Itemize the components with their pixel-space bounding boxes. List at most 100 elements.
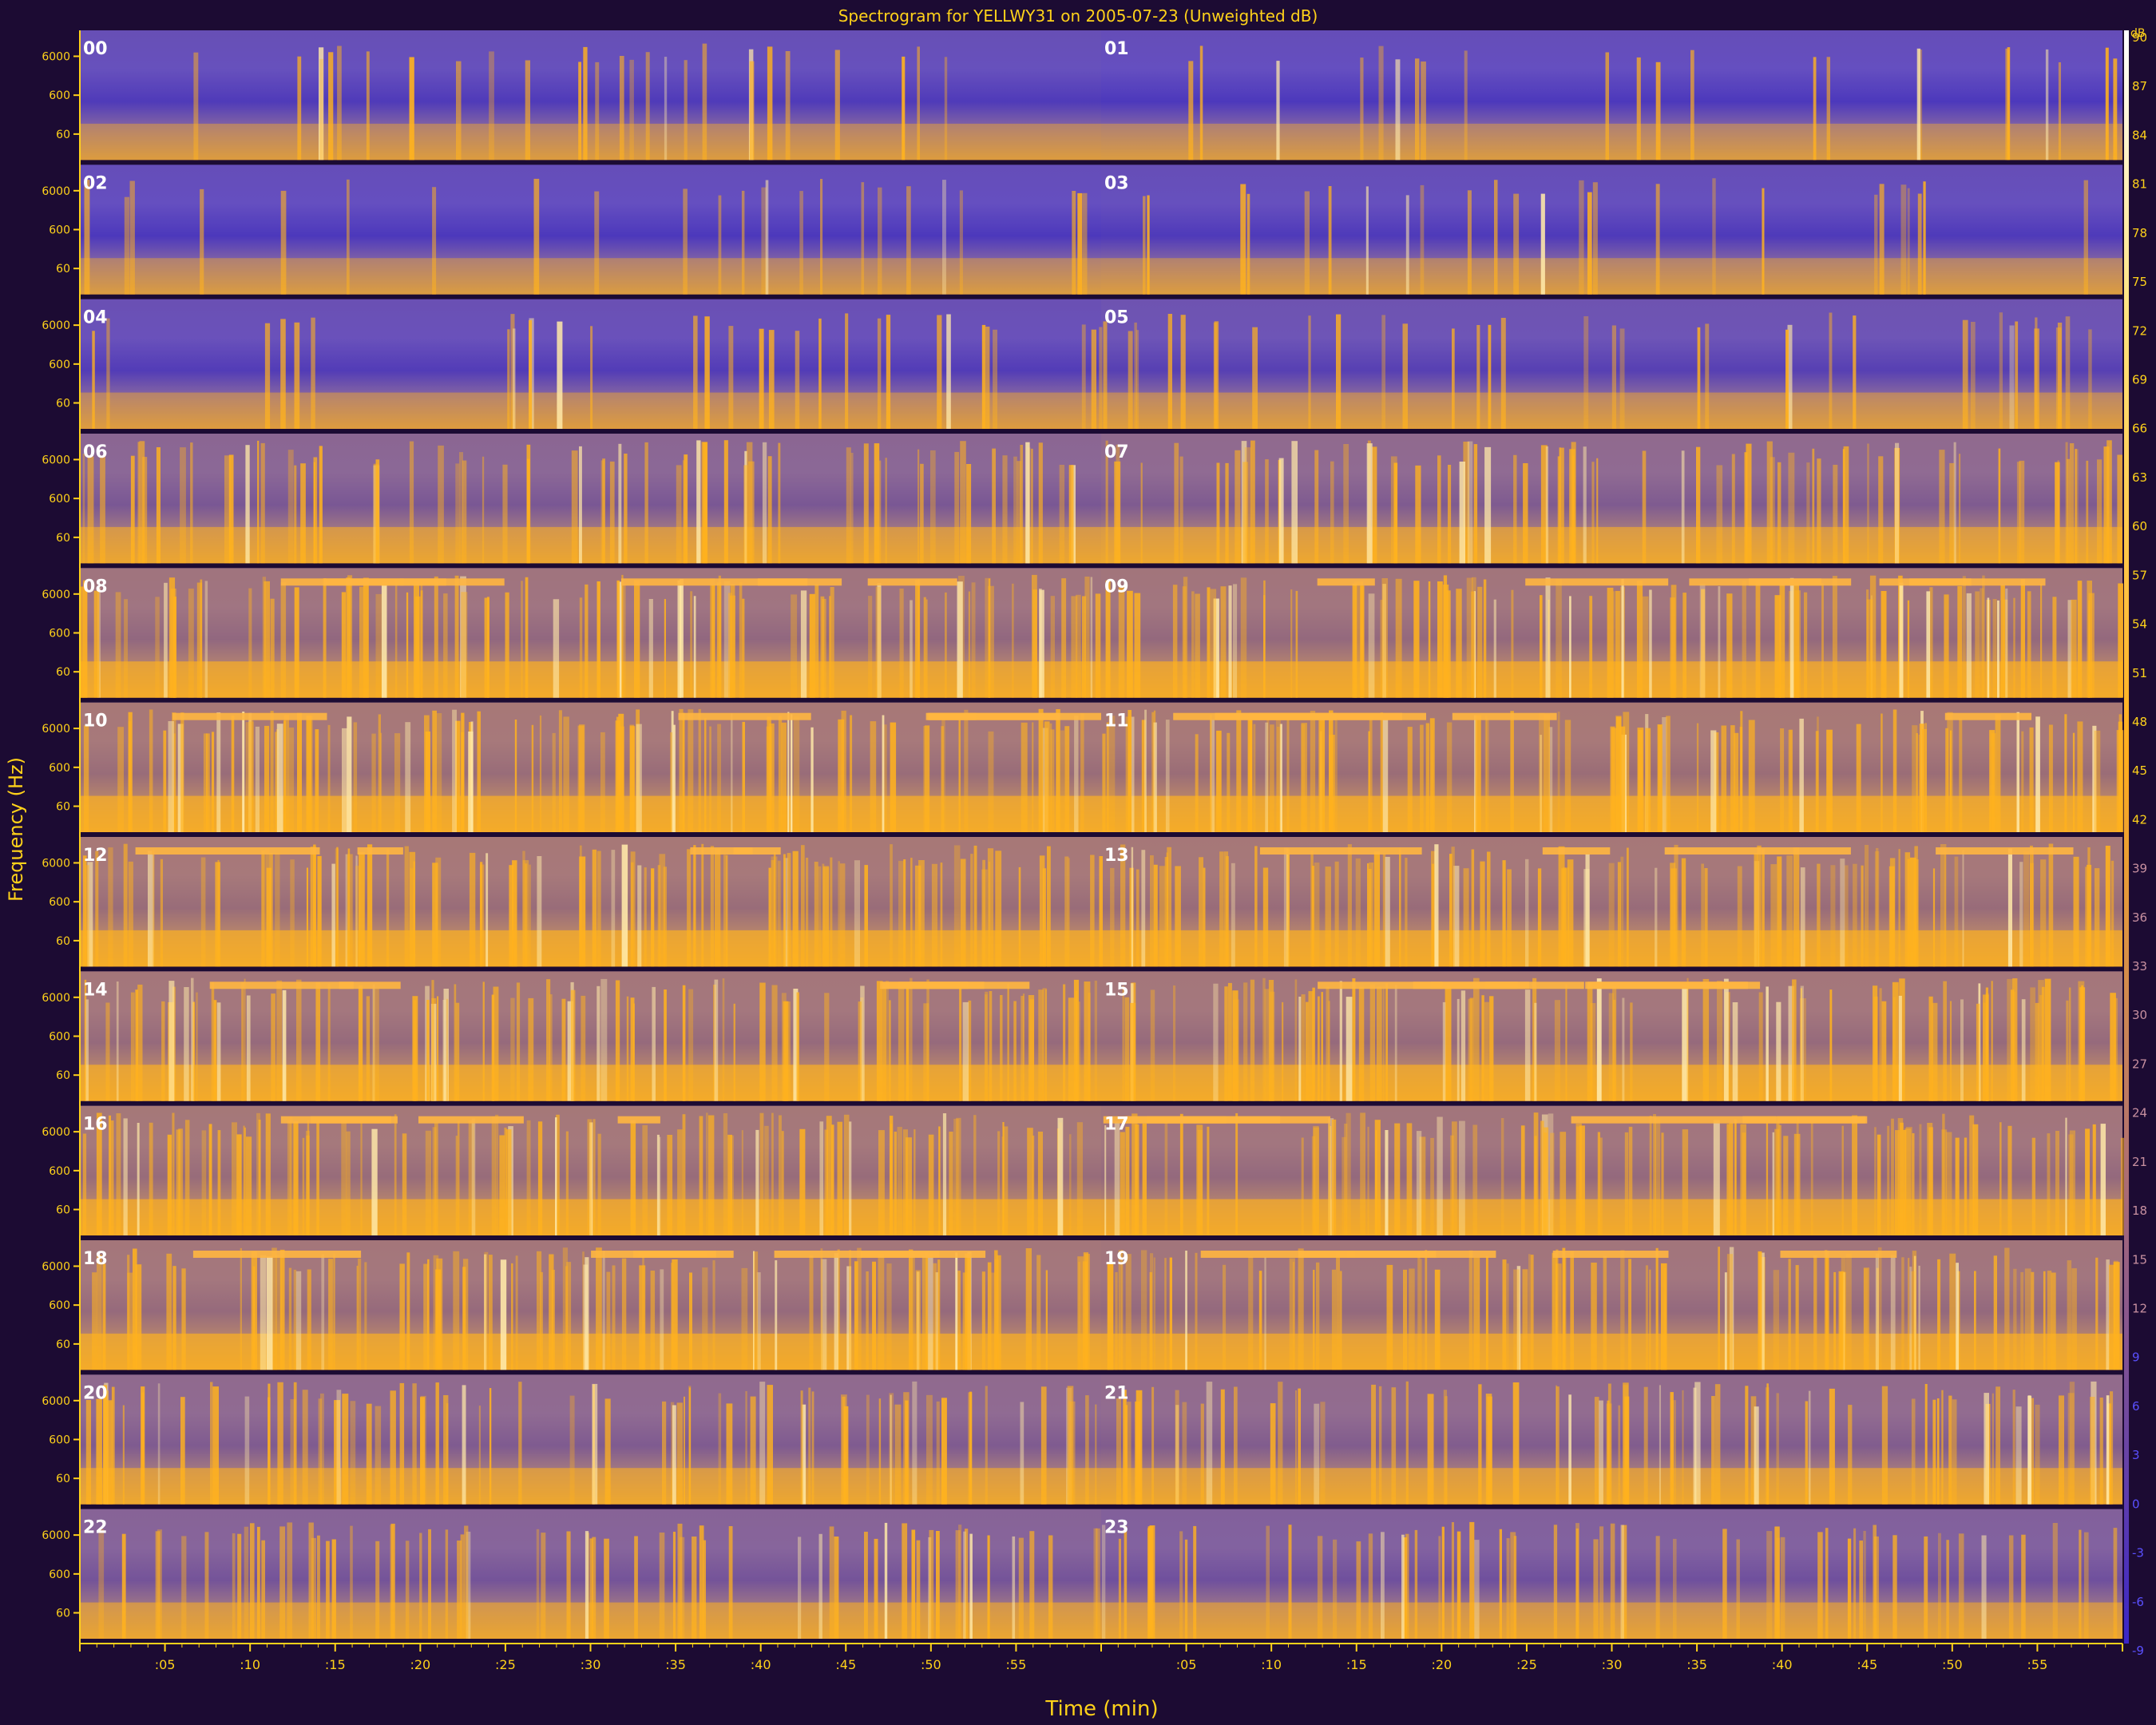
sound-event-streak: [232, 1533, 236, 1639]
spectrogram-row: 16 17: [80, 1105, 2127, 1235]
sound-event-streak: [1326, 986, 1330, 1101]
sound-event-streak: [1258, 1271, 1262, 1370]
sound-event-streak: [637, 865, 642, 967]
sound-event-streak: [212, 1386, 219, 1505]
sound-event-streak: [971, 582, 976, 698]
sound-event-streak: [1270, 724, 1274, 832]
sound-event-streak: [87, 862, 93, 967]
sound-event-streak: [394, 579, 398, 698]
sound-event-streak: [1729, 1123, 1734, 1235]
sound-event-streak: [477, 711, 481, 832]
sound-event-streak: [1360, 58, 1364, 161]
sound-event-streak: [563, 716, 569, 832]
sound-event-streak: [364, 1262, 367, 1370]
sound-event-streak: [1278, 458, 1284, 564]
sound-event-streak: [926, 979, 929, 1101]
sound-event-streak: [1731, 454, 1735, 564]
tonal-band: [1780, 1251, 1897, 1258]
sound-event-streak: [1039, 589, 1044, 698]
sound-event-streak: [1038, 442, 1043, 564]
hour-panel: 20: [80, 1374, 1101, 1505]
sound-event-streak: [2055, 327, 2062, 429]
sound-event-streak: [459, 452, 463, 564]
sound-event-streak: [1286, 715, 1290, 832]
sound-event-streak: [405, 1541, 410, 1639]
sound-event-streak: [358, 985, 363, 1101]
sound-event-streak: [793, 989, 799, 1101]
sound-event-streak: [581, 995, 586, 1101]
sound-event-streak: [1096, 1528, 1100, 1639]
sound-event-streak: [688, 1387, 691, 1505]
sound-event-streak: [1214, 321, 1219, 429]
sound-event-streak: [1513, 454, 1517, 564]
sound-event-streak: [1321, 992, 1323, 1101]
sound-event-streak: [196, 582, 203, 698]
sound-event-streak: [1661, 1263, 1667, 1370]
hour-panel: 15: [1101, 971, 2122, 1101]
sound-event-streak: [1892, 1535, 1897, 1639]
sound-event-streak: [215, 862, 220, 967]
sound-event-streak: [515, 1255, 518, 1370]
colorbar-tick-label: 72: [2132, 323, 2147, 338]
sound-event-streak: [903, 859, 906, 967]
sound-event-streak: [768, 330, 775, 429]
sound-event-streak: [1981, 1535, 1987, 1639]
sound-event-streak: [1992, 599, 1997, 698]
sound-event-streak: [1959, 718, 1963, 832]
y-tick-label: 600: [49, 493, 70, 506]
sound-event-streak: [399, 1382, 405, 1505]
sound-event-streak: [245, 722, 249, 832]
sound-event-streak: [446, 1403, 449, 1505]
sound-event-streak: [1021, 722, 1028, 832]
sound-event-streak: [342, 728, 347, 832]
sound-event-streak: [1095, 593, 1101, 698]
sound-event-streak: [2086, 460, 2089, 564]
sound-event-streak: [525, 60, 530, 161]
sound-event-streak: [671, 711, 674, 832]
sound-event-streak: [1766, 1123, 1769, 1235]
sound-event-streak: [809, 593, 815, 698]
sound-event-streak: [1264, 1257, 1266, 1370]
sound-event-streak: [100, 455, 105, 564]
sound-event-streak: [1330, 461, 1334, 564]
sound-event-streak: [2058, 62, 2061, 161]
sound-event-streak: [1530, 1255, 1534, 1370]
sound-event-streak: [1620, 856, 1624, 967]
sound-event-streak: [201, 1130, 207, 1235]
hour-label: 16: [83, 1115, 108, 1135]
tonal-band: [192, 1251, 362, 1258]
sound-event-streak: [208, 1124, 212, 1235]
sound-event-streak: [1612, 591, 1615, 698]
tonal-band: [1413, 981, 1529, 989]
sound-event-streak: [1904, 852, 1911, 967]
sound-event-streak: [1510, 711, 1514, 832]
sound-event-streak: [1319, 717, 1325, 832]
sound-event-streak: [630, 862, 634, 967]
sound-event-streak: [1815, 731, 1819, 832]
sound-event-streak: [1953, 442, 1956, 564]
sound-event-streak: [1642, 450, 1647, 564]
sound-event-streak: [824, 993, 830, 1101]
sound-event-streak: [346, 1131, 351, 1235]
sound-event-streak: [96, 1398, 102, 1505]
sound-event-streak: [1413, 581, 1420, 698]
sound-event-streak: [1865, 845, 1869, 967]
sound-event-streak: [1127, 590, 1133, 698]
sound-event-streak: [1734, 732, 1739, 832]
sound-event-streak: [260, 1255, 267, 1370]
sound-event-streak: [583, 46, 588, 161]
y-tick-label: 6000: [42, 857, 70, 870]
x-tick-label: :30: [581, 1657, 601, 1672]
sound-event-streak: [1328, 186, 1332, 295]
sound-event-streak: [1474, 1540, 1480, 1639]
sound-event-streak: [1804, 592, 1808, 698]
sound-event-streak: [1567, 859, 1574, 967]
sound-event-streak: [861, 182, 865, 295]
colorbar-tick-label: 27: [2132, 1057, 2147, 1071]
sound-event-streak: [1523, 463, 1528, 564]
sound-event-streak: [1962, 576, 1966, 698]
sound-event-streak: [1131, 847, 1134, 967]
sound-event-streak: [672, 724, 676, 832]
sound-event-streak: [375, 593, 382, 698]
sound-event-streak: [2027, 591, 2031, 698]
